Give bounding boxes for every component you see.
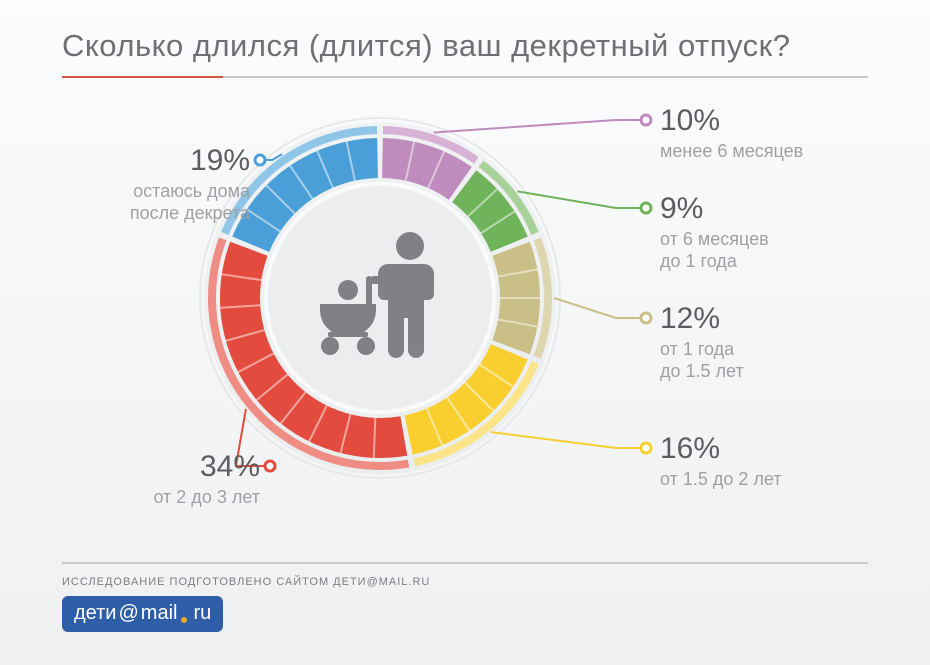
chart-label-6m1y: 9%от 6 месяцев до 1 года (660, 190, 900, 273)
chart-label-text-afterdec: остаюсь дома после декрета (50, 180, 250, 225)
chart-label-pct-2y3y: 34% (60, 448, 260, 486)
chart-label-1y15y: 12%от 1 года до 1.5 лет (660, 300, 900, 383)
logo-badge: дети@mailru (62, 596, 223, 632)
chart-label-text-less6m: менее 6 месяцев (660, 140, 900, 163)
chart-label-pct-6m1y: 9% (660, 190, 900, 228)
logo-dot-icon (181, 617, 187, 623)
chart-label-2y3y: 34%от 2 до 3 лет (60, 448, 260, 508)
logo-part3: ru (193, 602, 211, 625)
divider-top (62, 76, 868, 78)
chart-label-text-6m1y: от 6 месяцев до 1 года (660, 228, 900, 273)
chart-label-text-15y2y: от 1.5 до 2 лет (660, 468, 900, 491)
leader-dot-less6m (641, 115, 651, 125)
divider-bottom (62, 562, 868, 564)
logo-part1: дети (74, 602, 116, 625)
chart-label-pct-15y2y: 16% (660, 430, 900, 468)
footnote: ИССЛЕДОВАНИЕ ПОДГОТОВЛЕНО САЙТОМ ДЕТИ@MA… (62, 576, 430, 588)
chart-label-pct-less6m: 10% (660, 102, 900, 140)
chart-label-less6m: 10%менее 6 месяцев (660, 102, 900, 162)
chart-label-text-1y15y: от 1 года до 1.5 лет (660, 338, 900, 383)
logo-part2: mail (141, 602, 178, 625)
chart-label-text-2y3y: от 2 до 3 лет (60, 486, 260, 509)
page-title: Сколько длился (длится) ваш декретный от… (62, 28, 790, 64)
leader-dot-6m1y (641, 203, 651, 213)
logo-at: @ (118, 602, 138, 625)
chart-label-15y2y: 16%от 1.5 до 2 лет (660, 430, 900, 490)
chart-label-pct-afterdec: 19% (50, 142, 250, 180)
leader-dot-1y15y (641, 313, 651, 323)
mother-stroller-icon (300, 218, 460, 378)
chart-label-afterdec: 19%остаюсь дома после декрета (50, 142, 250, 225)
chart-label-pct-1y15y: 12% (660, 300, 900, 338)
leader-dot-15y2y (641, 443, 651, 453)
